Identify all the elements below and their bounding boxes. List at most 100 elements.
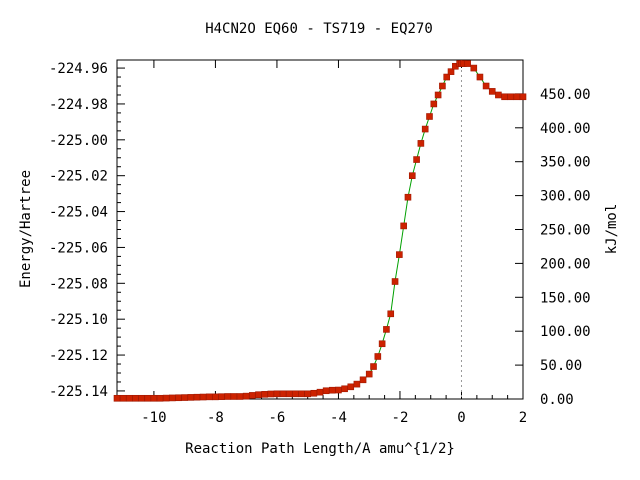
data-point — [169, 394, 176, 402]
data-point — [476, 73, 484, 81]
data-point — [310, 389, 318, 397]
x-tick-label: -2 — [392, 410, 409, 426]
data-point — [199, 393, 207, 401]
x-tick-label: 2 — [519, 410, 527, 426]
data-point — [391, 278, 399, 285]
data-point — [316, 388, 324, 396]
minor-ticks — [117, 76, 509, 399]
y-axis-ticks: -224.96 -224.98 -225.00 -225.02 -225.04 -225.… — [49, 61, 125, 400]
data-point — [353, 380, 361, 388]
data-point — [329, 386, 336, 394]
data-point — [175, 394, 182, 402]
data-point — [359, 376, 367, 384]
y-tick-label: -224.96 — [49, 61, 108, 77]
data-point — [132, 394, 139, 402]
x-tick-label: -10 — [141, 410, 166, 426]
y2-tick-label: 350.00 — [540, 155, 591, 171]
data-point — [464, 60, 471, 67]
data-point — [162, 394, 170, 402]
y2-tick-label: 50.00 — [540, 358, 582, 374]
y2-tick-label: 100.00 — [540, 324, 591, 340]
y2-tick-label: 400.00 — [540, 121, 591, 137]
data-point — [365, 370, 373, 378]
data-point — [378, 340, 386, 348]
data-point — [298, 390, 305, 398]
data-point — [387, 310, 395, 318]
y-tick-label: -225.08 — [49, 276, 108, 292]
data-point — [400, 222, 407, 230]
data-point — [138, 394, 145, 402]
data-point — [443, 73, 451, 81]
chart-title: H4CN2O EQ60 - TS719 - EQ270 — [205, 21, 433, 37]
y-tick-label: -224.98 — [49, 97, 108, 113]
y2-axis-ticks: 0.00 50.00 100.00 150.00 200.00 250.00 300.00 3… — [515, 87, 591, 408]
y-tick-label: -225.14 — [49, 384, 108, 400]
data-point — [224, 393, 232, 400]
data-point — [126, 394, 133, 402]
data-point — [279, 390, 287, 398]
data-point — [421, 125, 429, 133]
data-point — [242, 392, 250, 400]
x-tick-label: -8 — [207, 410, 224, 426]
y-tick-label: -225.04 — [49, 205, 108, 221]
data-point — [292, 390, 299, 398]
data-point — [193, 393, 201, 401]
data-point — [218, 393, 225, 400]
y-tick-label: -225.06 — [49, 240, 108, 256]
data-point — [501, 93, 508, 101]
y2-tick-label: 150.00 — [540, 290, 591, 306]
data-point — [335, 386, 342, 394]
y-tick-label: -225.12 — [49, 348, 108, 364]
data-point — [347, 383, 355, 391]
data-point — [374, 353, 382, 360]
y-tick-label: -225.00 — [49, 133, 108, 149]
y-axis-label: Energy/Hartree — [18, 170, 34, 288]
data-point — [482, 82, 490, 90]
series-line — [117, 63, 523, 399]
data-points — [113, 60, 527, 402]
data-point — [430, 100, 438, 108]
data-point — [144, 394, 152, 402]
y2-tick-label: 200.00 — [540, 256, 591, 272]
data-point — [261, 391, 268, 398]
data-point — [413, 156, 420, 163]
data-point — [408, 172, 416, 179]
data-point — [113, 394, 121, 402]
data-point — [426, 113, 433, 120]
x-tick-label: -4 — [330, 410, 347, 426]
data-point — [383, 326, 390, 333]
data-point — [404, 193, 412, 201]
data-point — [285, 390, 293, 398]
x-axis-label: Reaction Path Length/A amu^{1/2} — [185, 441, 455, 457]
data-point — [212, 393, 219, 401]
data-point — [187, 394, 195, 401]
data-point — [417, 140, 425, 147]
y2-tick-label: 300.00 — [540, 189, 591, 205]
x-tick-label: 0 — [457, 410, 465, 426]
data-point — [156, 394, 164, 402]
data-point — [304, 390, 311, 398]
data-point — [230, 393, 238, 400]
y2-tick-label: 250.00 — [540, 223, 591, 239]
data-point — [519, 93, 527, 101]
y2-tick-label: 0.00 — [540, 392, 574, 408]
data-point — [236, 393, 244, 400]
y2-tick-label: 450.00 — [540, 87, 591, 103]
data-point — [205, 393, 213, 401]
data-point — [488, 88, 496, 95]
data-point — [370, 363, 377, 370]
x-axis-ticks: -10 -8 -6 -4 -2 0 2 — [141, 60, 527, 426]
x-tick-label: -6 — [269, 410, 286, 426]
data-point — [267, 390, 275, 398]
data-point — [249, 392, 256, 399]
plot-frame — [116, 59, 524, 400]
data-point — [507, 93, 514, 101]
data-point — [439, 82, 446, 90]
data-point — [181, 394, 188, 401]
data-point — [447, 68, 455, 75]
y2-axis-label: kJ/mol — [604, 204, 620, 255]
data-point — [273, 390, 281, 398]
data-point — [495, 91, 502, 99]
data-point — [150, 394, 158, 402]
